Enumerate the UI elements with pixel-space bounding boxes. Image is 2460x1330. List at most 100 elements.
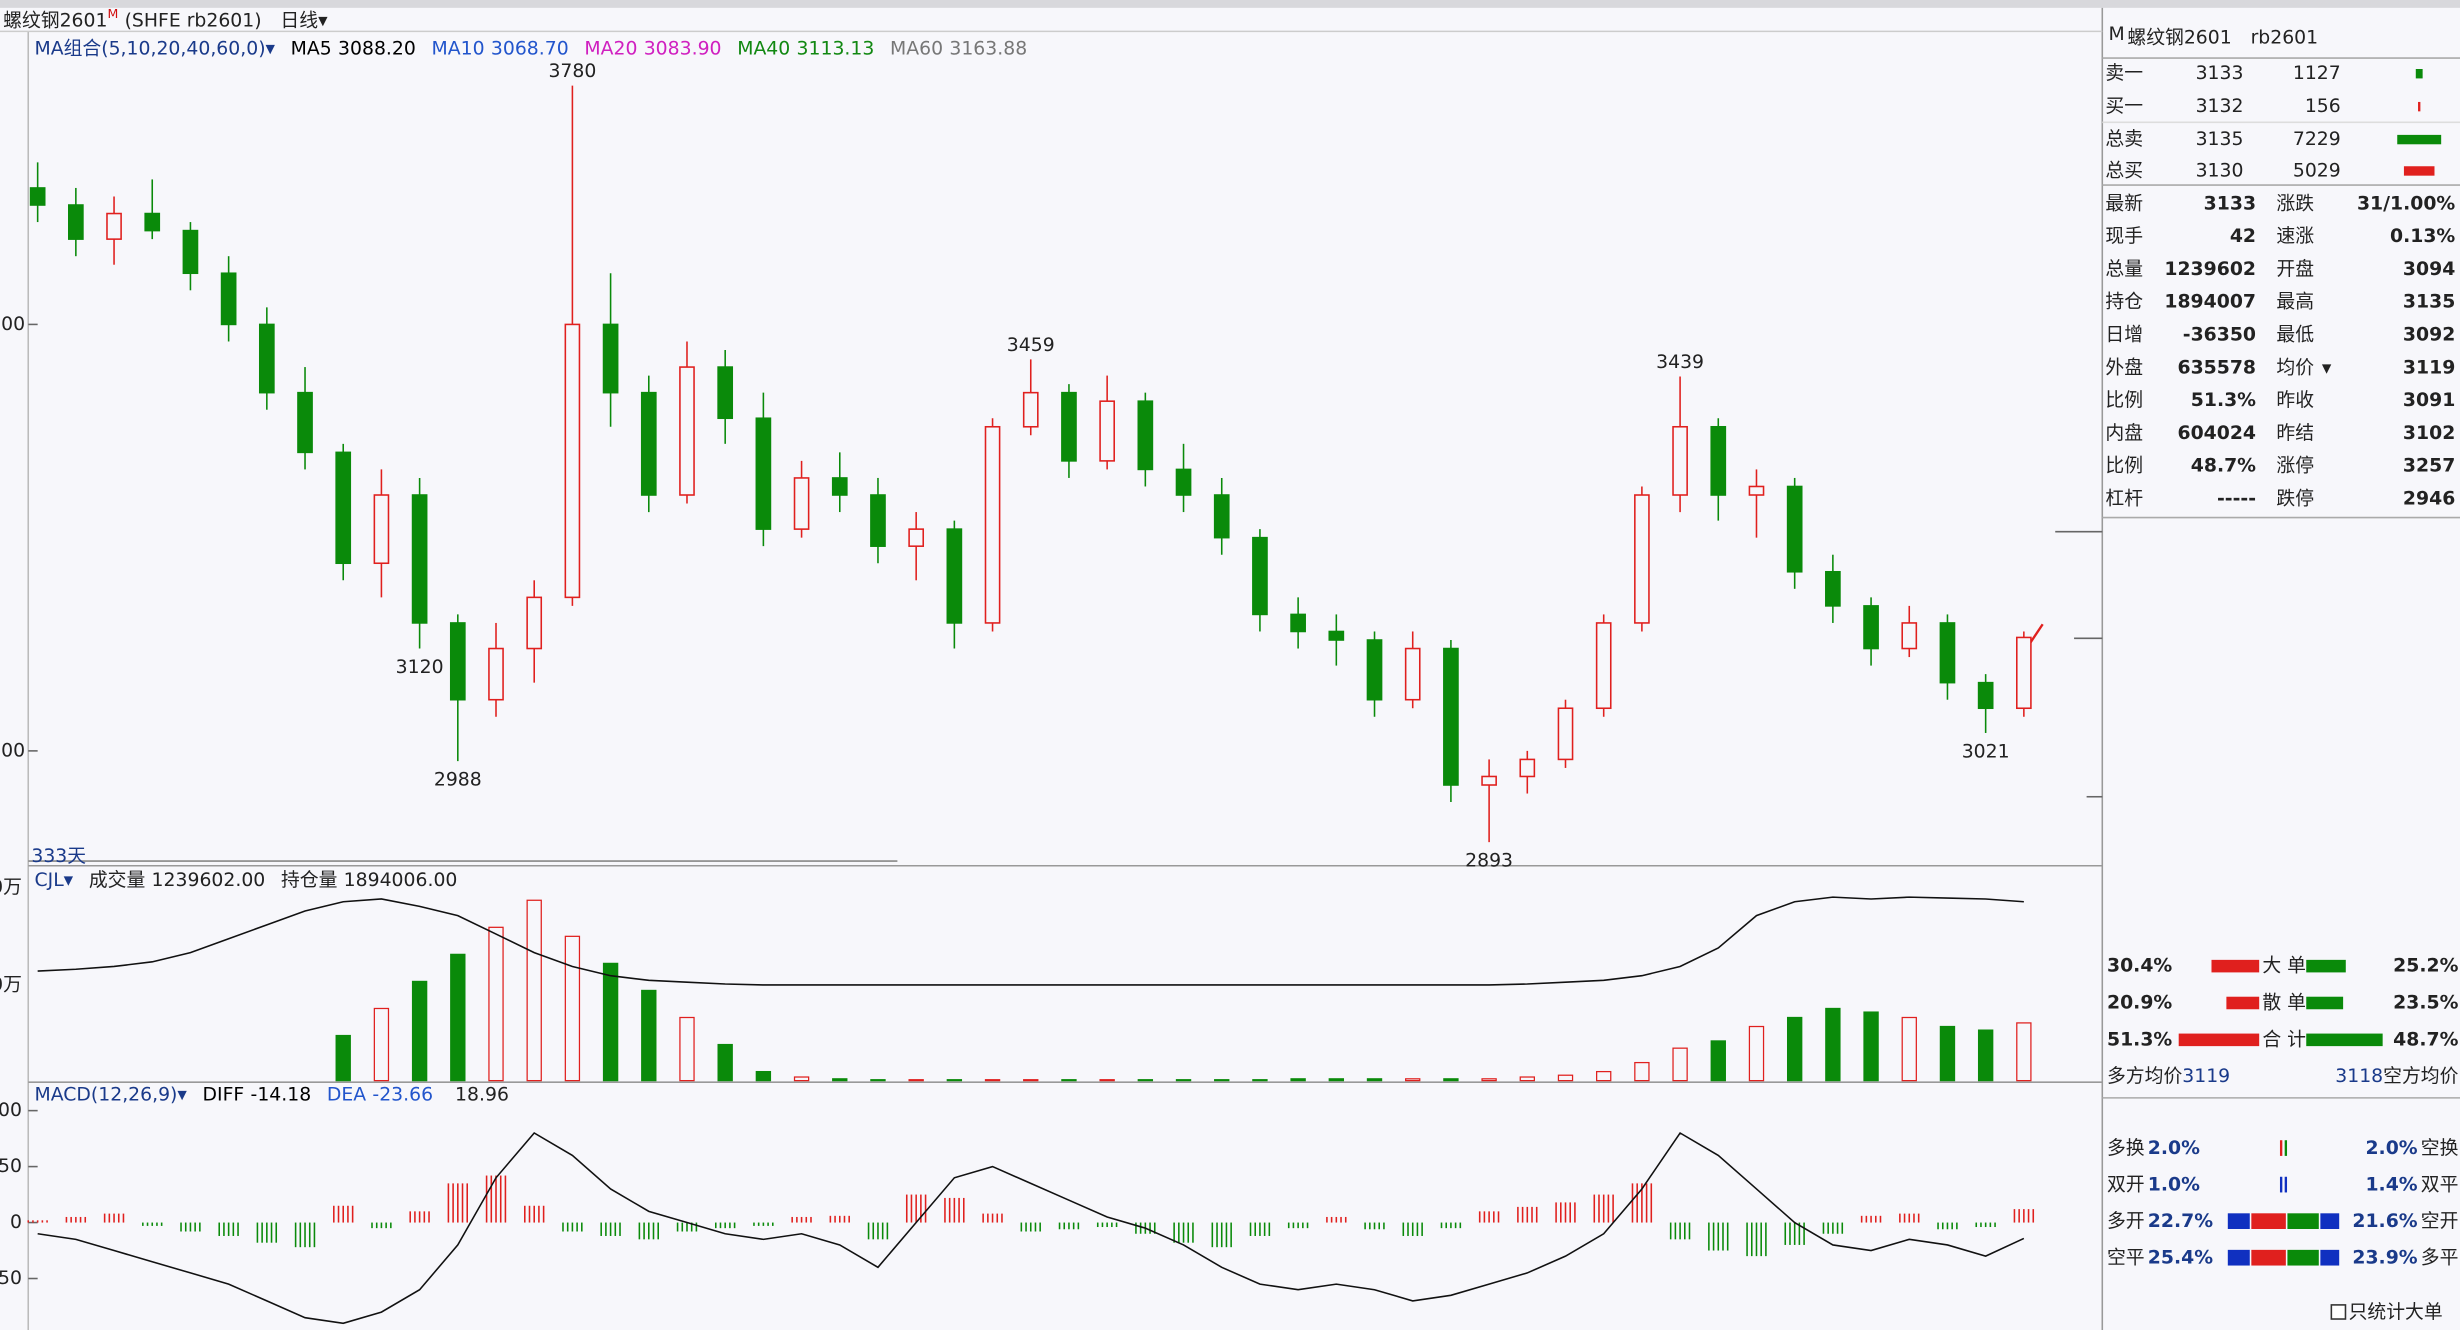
position-left: 双开 1.0%	[2107, 1174, 2200, 1195]
candle-body	[1519, 758, 1536, 778]
candle-body	[1061, 391, 1077, 462]
stat-label: 日增	[2105, 324, 2143, 346]
book-bar	[2403, 166, 2435, 176]
volume-bar	[1328, 1078, 1345, 1082]
position-value: 25.4%	[2148, 1247, 2213, 1268]
candle-body	[1022, 391, 1039, 428]
volume-bar	[1290, 1078, 1306, 1082]
book-bar	[2415, 69, 2423, 79]
candle-body	[258, 323, 275, 394]
position-left: 多开 22.7%	[2107, 1210, 2213, 1232]
flow-label: 散 单	[2262, 991, 2306, 1013]
stat-value: 51.3%	[2191, 390, 2256, 411]
book-bar	[2418, 101, 2421, 112]
volume-bar	[1099, 1079, 1115, 1082]
stat-value: 3135	[2403, 292, 2455, 313]
quote-badge: M	[2109, 24, 2125, 45]
candle-body	[1404, 647, 1421, 701]
macd-title: MACD(12,26,9)	[35, 1084, 178, 1105]
volume-axis-label: 0万	[0, 974, 22, 995]
candle-body	[297, 391, 313, 454]
candle-body	[564, 323, 581, 599]
quote-title: 螺纹钢2601 rb2601	[2127, 26, 2318, 48]
candle-body	[144, 212, 161, 232]
position-left: 多换 2.0%	[2107, 1137, 2200, 1159]
volume-bar	[1366, 1078, 1383, 1082]
volume-bar	[1786, 1016, 1803, 1082]
volume-bar	[1672, 1047, 1688, 1082]
dropdown[interactable]: ▾	[266, 38, 276, 59]
period[interactable]: 日线	[280, 9, 318, 31]
position-right: 21.6% 空开	[2352, 1210, 2458, 1232]
dropdown[interactable]: ▾	[64, 869, 74, 890]
candle-body	[717, 366, 734, 420]
checkbox[interactable]	[2330, 1304, 2347, 1320]
candle-body	[1557, 707, 1574, 761]
volume-bar	[1634, 1061, 1650, 1082]
stat-label: 均价	[2276, 356, 2314, 378]
dropdown[interactable]: ▾	[2322, 358, 2332, 379]
stat-label: 持仓	[2105, 291, 2143, 313]
stat-value: -----	[2217, 488, 2256, 509]
stat-label: 比例	[2105, 455, 2143, 477]
stat-value: 3257	[2403, 456, 2455, 477]
candle-body	[946, 528, 963, 624]
candle-body	[335, 451, 352, 565]
candle-body	[182, 229, 199, 275]
stat-value: 635578	[2177, 357, 2256, 378]
volume-bar	[641, 989, 657, 1082]
volume-axis-label: 0万	[0, 877, 22, 898]
volume-bar	[373, 1007, 390, 1082]
volume-bar	[1061, 1079, 1077, 1082]
candle-body	[488, 647, 504, 701]
stat-label: 内盘	[2105, 422, 2143, 444]
candle-body	[2016, 636, 2032, 710]
flow-bar-sell	[2306, 996, 2344, 1010]
price-annotation: 3021	[1962, 741, 2010, 762]
price-annotation: 2893	[1465, 850, 1513, 871]
position-label: 多开	[2107, 1210, 2145, 1232]
volume-bar	[1137, 1079, 1154, 1082]
book-price: 3130	[2196, 160, 2244, 181]
flow-bar-buy	[2211, 959, 2260, 973]
macd-name: DIFF	[203, 1084, 245, 1105]
candle-body	[1939, 622, 1956, 684]
position-value: 2.0%	[2148, 1138, 2200, 1159]
price-annotation: 2988	[434, 769, 482, 790]
candle-body	[1443, 647, 1459, 786]
candle-body	[1672, 425, 1688, 496]
candle-body	[68, 204, 84, 240]
position-block	[2287, 1213, 2319, 1229]
y-tick-label: 000	[0, 740, 25, 761]
stat-label: 杠杆	[2105, 487, 2143, 509]
dropdown[interactable]: ▾	[318, 10, 328, 31]
stat-value: 0.13%	[2390, 226, 2455, 247]
flow-label: 大 单	[2262, 955, 2306, 977]
volume-bar	[1557, 1074, 1574, 1082]
stat-value: 3119	[2403, 357, 2455, 378]
flow-bar-buy	[2178, 1033, 2260, 1047]
volume-bar	[1481, 1078, 1497, 1082]
stat-label: 最高	[2276, 291, 2314, 313]
volume-bar	[1901, 1016, 1917, 1082]
candle-body	[1901, 622, 1918, 650]
candle-body	[1366, 639, 1383, 701]
candle-body	[1595, 622, 1612, 710]
checkbox-label[interactable]: 只统计大单	[2349, 1301, 2443, 1323]
candle-body	[793, 477, 810, 530]
book-qty: 1127	[2293, 63, 2341, 84]
volume-bar	[488, 926, 504, 1082]
volume-bar	[1939, 1025, 1956, 1082]
stat-value: 3133	[2204, 193, 2256, 214]
volume-bar	[602, 962, 619, 1082]
dropdown[interactable]: ▾	[177, 1084, 187, 1105]
avg-buy: 多方均价3119	[2107, 1064, 2230, 1086]
y-tick-label: 50	[0, 1156, 22, 1177]
volume-bar	[1825, 1007, 1841, 1082]
volume-bar	[1863, 1011, 1879, 1082]
book-label: 买一	[2105, 96, 2143, 117]
book-qty: 5029	[2293, 160, 2341, 181]
flow-left: 20.9%	[2107, 992, 2172, 1013]
